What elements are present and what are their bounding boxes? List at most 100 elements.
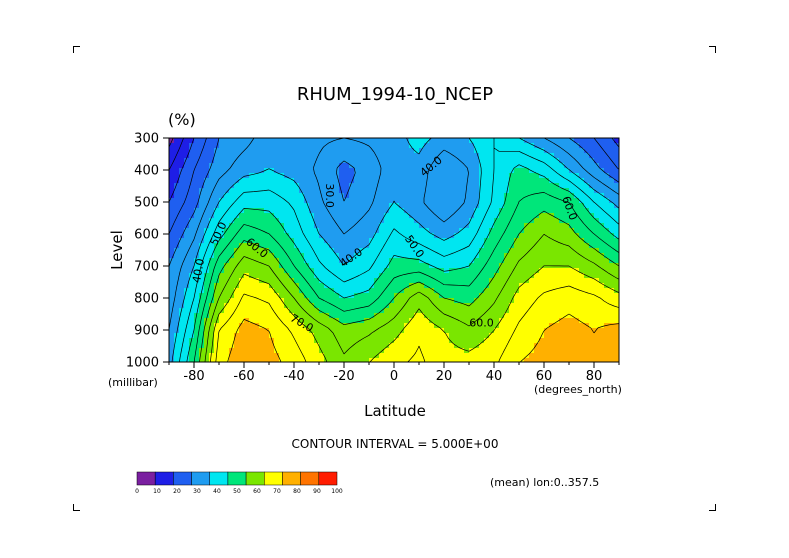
- field-cell: [379, 143, 385, 149]
- field-cell: [284, 228, 290, 234]
- field-cell: [279, 258, 285, 264]
- field-cell: [419, 318, 425, 324]
- field-cell: [189, 343, 195, 349]
- field-cell: [414, 218, 420, 224]
- field-cell: [294, 273, 300, 279]
- field-cell: [179, 238, 185, 244]
- field-cell: [474, 323, 480, 329]
- field-cell: [224, 273, 230, 279]
- field-cell: [399, 293, 405, 299]
- field-cell: [324, 323, 330, 329]
- field-cell: [174, 173, 180, 179]
- field-cell: [294, 348, 300, 354]
- field-cell: [374, 198, 380, 204]
- field-cell: [174, 328, 180, 334]
- field-cell: [449, 248, 455, 254]
- field-cell: [389, 198, 395, 204]
- field-cell: [394, 233, 400, 239]
- field-cell: [394, 183, 400, 189]
- field-cell: [224, 353, 230, 359]
- field-cell: [514, 343, 520, 349]
- field-cell: [594, 333, 600, 339]
- field-cell: [259, 258, 265, 264]
- field-cell: [254, 358, 260, 362]
- field-cell: [494, 278, 500, 284]
- field-cell: [169, 288, 175, 294]
- field-cell: [534, 318, 540, 324]
- field-cell: [249, 193, 255, 199]
- field-cell: [314, 193, 320, 199]
- field-cell: [614, 253, 619, 259]
- field-cell: [499, 343, 505, 349]
- field-cell: [244, 253, 250, 259]
- field-cell: [424, 303, 430, 309]
- field-cell: [424, 248, 430, 254]
- field-cell: [439, 173, 445, 179]
- field-cell: [404, 323, 410, 329]
- field-cell: [434, 203, 440, 209]
- field-cell: [204, 338, 210, 344]
- field-cell: [314, 213, 320, 219]
- field-cell: [469, 268, 475, 274]
- field-cell: [394, 158, 400, 164]
- field-cell: [554, 358, 560, 362]
- field-cell: [444, 313, 450, 319]
- field-cell: [479, 353, 485, 359]
- field-cell: [389, 358, 395, 362]
- field-cell: [534, 198, 540, 204]
- field-cell: [414, 193, 420, 199]
- field-cell: [389, 193, 395, 199]
- field-cell: [524, 338, 530, 344]
- field-cell: [539, 318, 545, 324]
- field-cell: [199, 308, 205, 314]
- field-cell: [204, 333, 210, 339]
- field-cell: [554, 258, 560, 264]
- field-cell: [194, 193, 200, 199]
- field-cell: [339, 203, 345, 209]
- field-cell: [209, 168, 215, 174]
- field-cell: [459, 333, 465, 339]
- field-cell: [369, 178, 375, 184]
- field-cell: [244, 218, 250, 224]
- field-cell: [269, 348, 275, 354]
- field-cell: [499, 248, 505, 254]
- contour-line: [199, 210, 619, 362]
- field-cell: [289, 248, 295, 254]
- field-cell: [429, 178, 435, 184]
- field-cell: [244, 298, 250, 304]
- field-cell: [449, 258, 455, 264]
- field-cell: [454, 298, 460, 304]
- field-cell: [454, 218, 460, 224]
- field-cell: [194, 278, 200, 284]
- field-cell: [244, 168, 250, 174]
- field-cell: [379, 153, 385, 159]
- field-cell: [224, 153, 230, 159]
- field-cell: [499, 158, 505, 164]
- field-cell: [539, 213, 545, 219]
- field-cell: [564, 308, 570, 314]
- field-cell: [234, 268, 240, 274]
- field-cell: [244, 163, 250, 169]
- field-cell: [509, 288, 515, 294]
- field-cell: [479, 283, 485, 289]
- field-cell: [284, 343, 290, 349]
- field-cell: [214, 353, 220, 359]
- field-cell: [549, 248, 555, 254]
- field-cell: [599, 163, 605, 169]
- field-cell: [564, 188, 570, 194]
- field-cell: [544, 238, 550, 244]
- field-cell: [299, 248, 305, 254]
- field-cell: [569, 333, 575, 339]
- field-cell: [309, 323, 315, 329]
- field-cell: [369, 138, 375, 144]
- field-cell: [429, 353, 435, 359]
- colorbar-tick-label: 20: [173, 488, 181, 495]
- field-cell: [479, 303, 485, 309]
- field-cell: [594, 178, 600, 184]
- field-cell: [484, 338, 490, 344]
- field-cell: [214, 338, 220, 344]
- field-cell: [469, 338, 475, 344]
- field-cell: [434, 178, 440, 184]
- field-cell: [234, 343, 240, 349]
- field-cell: [319, 143, 325, 149]
